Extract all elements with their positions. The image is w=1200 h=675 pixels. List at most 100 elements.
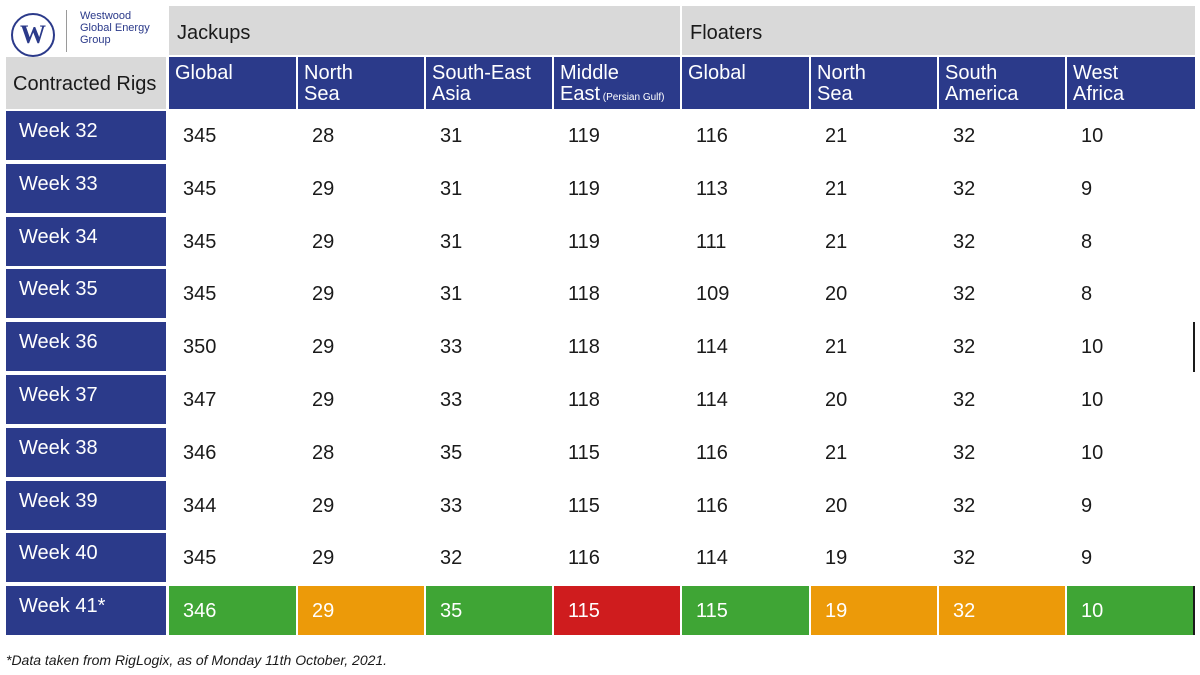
table-cell: 344 (169, 481, 296, 530)
column-header-fl-global: Global (682, 57, 809, 109)
column-header-line-1: Global (688, 62, 746, 84)
row-label-text: Week 34 (19, 226, 98, 248)
table-cell: 118 (554, 375, 680, 424)
cell-value: 28 (312, 442, 335, 464)
cell-value: 32 (953, 495, 976, 517)
table-cell: 8 (1067, 217, 1195, 266)
cell-value: 116 (696, 495, 728, 517)
table-cell: 32 (939, 164, 1065, 213)
column-header-line-2: East (Persian Gulf) (560, 83, 665, 105)
table-cell: 119 (554, 217, 680, 266)
cell-value: 20 (825, 283, 848, 305)
westwood-w-icon: W (11, 13, 55, 57)
row-label: Week 33 (6, 164, 166, 213)
table-cell: 20 (811, 375, 937, 424)
table-cell: 345 (169, 533, 296, 582)
cell-value: 9 (1081, 495, 1093, 517)
cell-value: 114 (696, 336, 728, 358)
column-header-line-2: Africa (1073, 83, 1125, 105)
table-cell: 28 (298, 428, 424, 477)
table-cell: 114 (682, 375, 809, 424)
table-cell: 115 (554, 481, 680, 530)
cell-value: 345 (183, 231, 217, 253)
cell-value: 35 (440, 442, 463, 464)
cell-value: 346 (183, 442, 217, 464)
table-cell: 345 (169, 164, 296, 213)
cell-value: 21 (825, 125, 848, 147)
cell-value: 32 (953, 547, 976, 569)
table-cell: 31 (426, 217, 552, 266)
table-cell: 35 (426, 586, 552, 635)
cell-value: 20 (825, 495, 848, 517)
cell-value: 32 (953, 336, 976, 358)
table-cell: 10 (1067, 375, 1195, 424)
row-header-cell: Contracted Rigs (6, 57, 166, 109)
cell-value: 116 (696, 125, 728, 147)
table-cell: 113 (682, 164, 809, 213)
table-cell: 33 (426, 375, 552, 424)
cell-value: 350 (183, 336, 217, 358)
table-cell: 10 (1067, 428, 1195, 477)
cell-value: 20 (825, 389, 848, 411)
cell-value: 21 (825, 442, 848, 464)
group-header-floaters: Floaters (682, 6, 1195, 55)
row-label-text: Week 32 (19, 120, 98, 142)
table-cell: 33 (426, 322, 552, 371)
table-cell: 33 (426, 481, 552, 530)
table-cell: 8 (1067, 269, 1195, 318)
column-header-fl-north-sea: North Sea (811, 57, 937, 109)
cell-value: 32 (953, 125, 976, 147)
cell-value: 21 (825, 336, 848, 358)
column-header-line-2: Sea (817, 83, 853, 105)
table-cell: 21 (811, 217, 937, 266)
column-header-text: West Africa (1073, 63, 1193, 105)
table-cell: 345 (169, 269, 296, 318)
table-cell: 21 (811, 111, 937, 160)
cell-value: 10 (1081, 442, 1104, 464)
table-cell: 115 (554, 586, 680, 635)
table-cell: 28 (298, 111, 424, 160)
column-header-fl-south-america: South America (939, 57, 1065, 109)
table-cell: 29 (298, 586, 424, 635)
cell-value: 31 (440, 231, 463, 253)
cell-value: 29 (312, 336, 335, 358)
column-header-jk-north-sea: North Sea (298, 57, 424, 109)
cell-value: 345 (183, 178, 217, 200)
cell-value: 347 (183, 389, 217, 411)
table-cell: 115 (554, 428, 680, 477)
table-cell: 116 (682, 428, 809, 477)
column-header-line-1: South (945, 62, 998, 84)
table-cell: 346 (169, 586, 296, 635)
right-edge-marker (1193, 322, 1195, 372)
cell-value: 345 (183, 125, 217, 147)
table-cell: 10 (1067, 111, 1195, 160)
column-header-jk-se-asia: South-East Asia (426, 57, 552, 109)
cell-value: 345 (183, 283, 217, 305)
row-header-label: Contracted Rigs (13, 73, 157, 95)
column-header-text: South-East Asia (432, 63, 550, 105)
table-cell: 32 (939, 322, 1065, 371)
table-cell: 32 (939, 481, 1065, 530)
column-header-line-2: Asia (432, 83, 471, 105)
cell-value: 29 (312, 283, 335, 305)
logo-divider (66, 10, 67, 52)
logo-line-1: Westwood (80, 10, 132, 22)
column-header-line-1: North (304, 62, 353, 84)
cell-value: 10 (1081, 600, 1104, 622)
table-cell: 35 (426, 428, 552, 477)
group-header-jackups: Jackups (169, 6, 680, 55)
cell-value: 29 (312, 178, 335, 200)
column-header-line-1: South-East (432, 62, 531, 84)
cell-value: 114 (696, 389, 728, 411)
row-label: Week 38 (6, 428, 166, 477)
table-cell: 20 (811, 481, 937, 530)
cell-value: 116 (696, 442, 728, 464)
table-cell: 347 (169, 375, 296, 424)
table-cell: 9 (1067, 481, 1195, 530)
cell-value: 118 (568, 336, 600, 358)
cell-value: 10 (1081, 336, 1104, 358)
table-cell: 21 (811, 322, 937, 371)
column-header-line-1: Middle (560, 62, 619, 84)
table-cell: 114 (682, 322, 809, 371)
cell-value: 28 (312, 125, 335, 147)
